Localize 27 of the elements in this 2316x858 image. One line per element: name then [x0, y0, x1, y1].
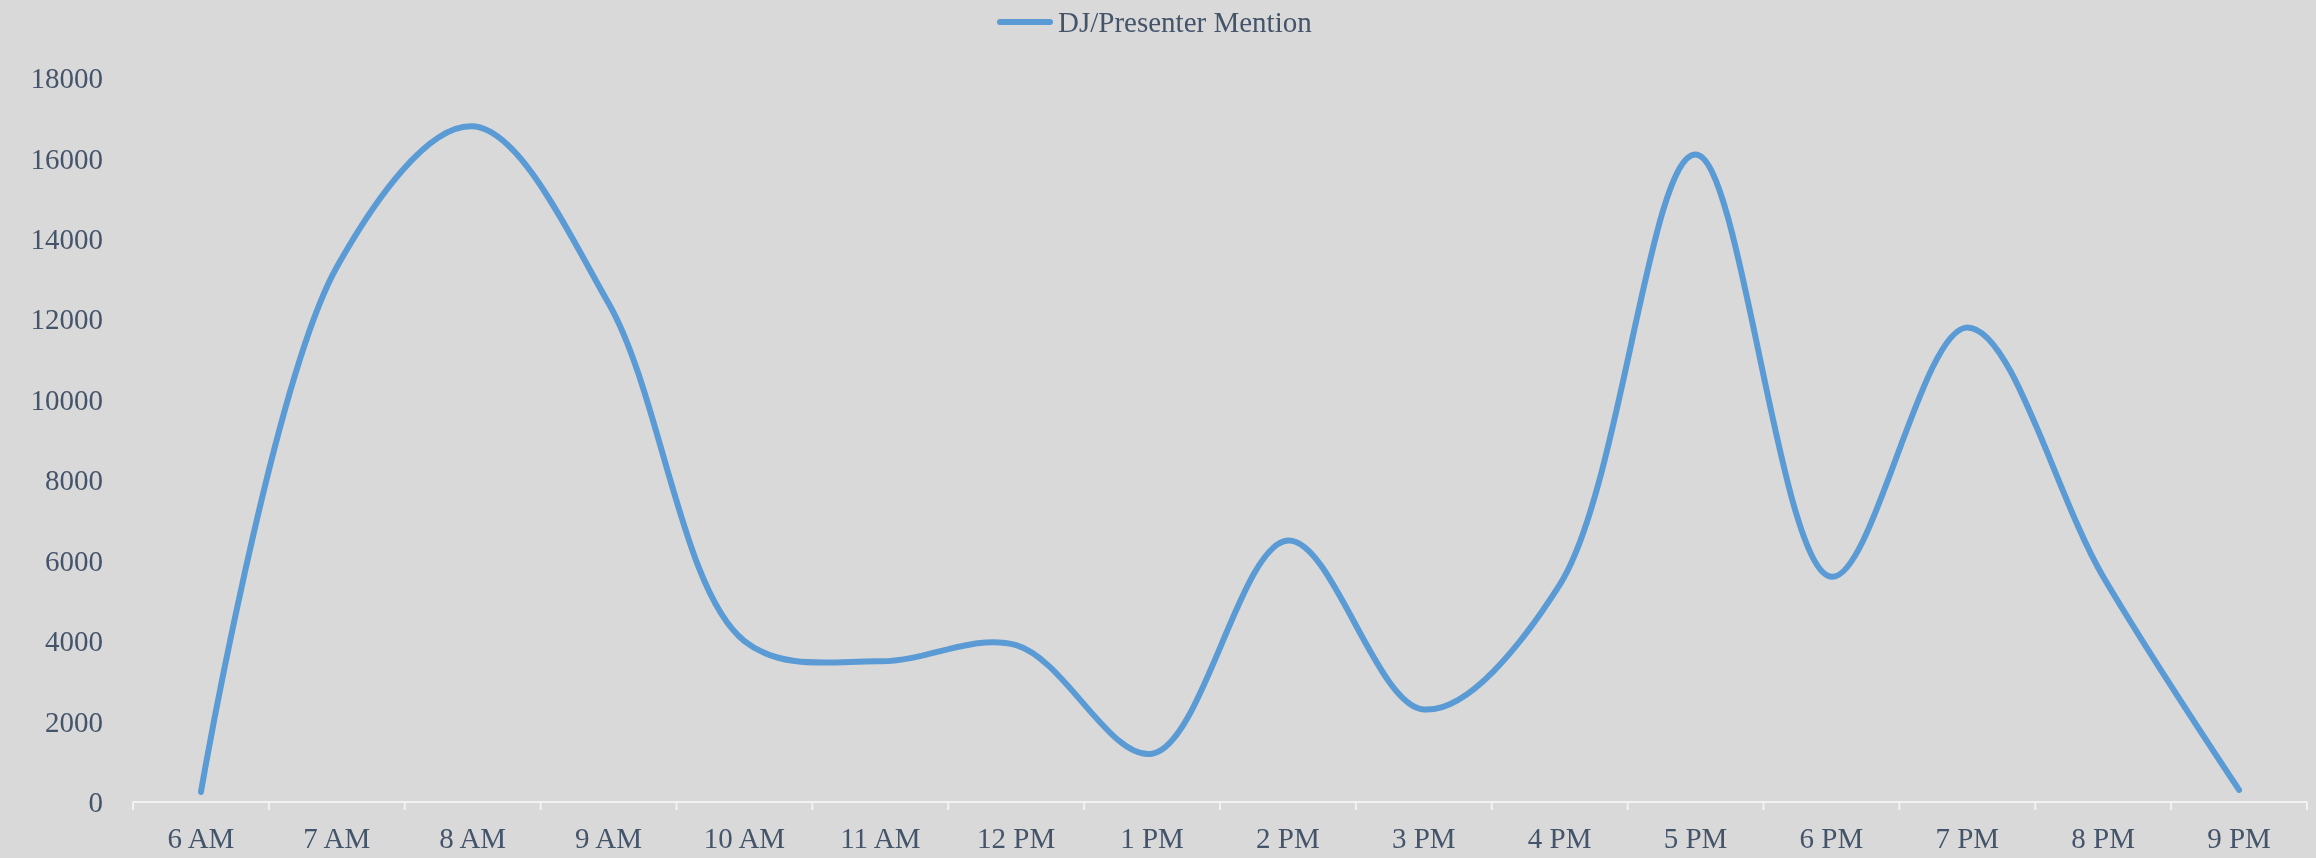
y-tick-label: 4000	[45, 625, 103, 658]
y-tick-label: 14000	[30, 223, 103, 256]
x-tick-label: 7 AM	[303, 822, 371, 854]
x-tick-label: 7 PM	[1935, 822, 2000, 854]
y-tick-label: 8000	[45, 464, 103, 497]
x-tick-label: 6 PM	[1799, 822, 1864, 854]
x-tick-label: 2 PM	[1256, 822, 1320, 854]
x-tick-label: 8 PM	[2071, 822, 2136, 854]
x-tick-label: 4 PM	[1527, 822, 1592, 854]
y-tick-label: 0	[88, 786, 103, 819]
x-tick-label: 11 AM	[840, 822, 921, 854]
x-tick-label: 8 AM	[439, 822, 507, 854]
x-tick-label: 3 PM	[1391, 822, 1456, 854]
legend-label: DJ/Presenter Mention	[1058, 6, 1313, 39]
y-tick-label: 12000	[30, 303, 103, 336]
x-tick-label: 5 PM	[1663, 822, 1728, 854]
y-tick-label: 18000	[30, 62, 103, 95]
x-tick-label: 9 AM	[575, 822, 643, 854]
x-tick-label: 12 PM	[977, 822, 1056, 854]
x-tick-label: 1 PM	[1120, 822, 1184, 854]
x-tick-label: 10 AM	[703, 822, 786, 854]
y-tick-label: 2000	[45, 705, 103, 738]
x-tick-label: 9 PM	[2207, 822, 2271, 854]
y-tick-label: 16000	[30, 142, 103, 175]
y-tick-label: 6000	[45, 544, 103, 577]
y-tick-label: 10000	[30, 383, 103, 416]
x-tick-label: 6 AM	[167, 822, 235, 854]
